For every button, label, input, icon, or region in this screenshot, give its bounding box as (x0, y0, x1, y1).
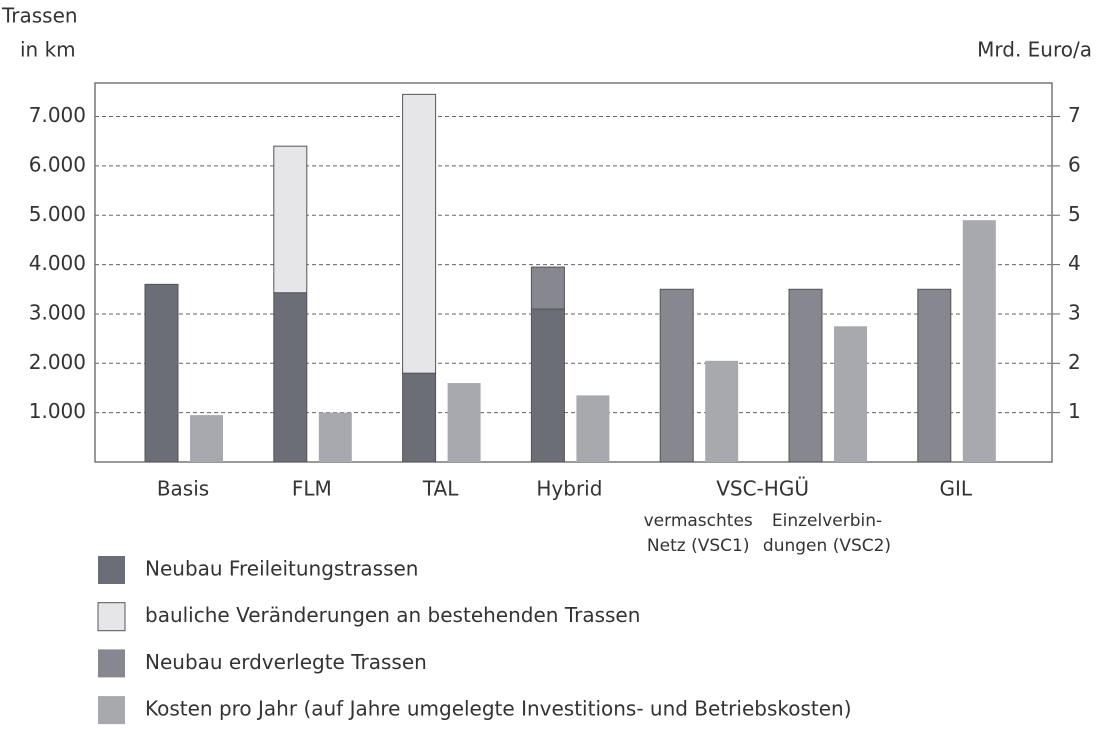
stack-segment (402, 93, 437, 374)
legend-swatch (98, 556, 125, 584)
stack-segment (917, 288, 952, 463)
y-tick-label: 3.000 (29, 300, 86, 324)
x-sub-label: dungen (VSC2) (763, 536, 891, 556)
y2-tick-label: 7 (1068, 103, 1081, 127)
x-tick-label: Hybrid (536, 477, 602, 501)
y2-tick-label: 4 (1068, 251, 1081, 275)
y-tick-label: 4.000 (29, 251, 86, 275)
x-group-label: VSC-HGÜ (716, 477, 809, 501)
y-tick-label: 1.000 (29, 399, 86, 423)
y2-tick-label: 3 (1068, 300, 1081, 324)
cost-bar (190, 415, 223, 462)
x-sub-label: Einzelverbin- (772, 511, 882, 531)
cost-bar (705, 360, 739, 462)
cost-bar (962, 220, 996, 462)
y-tick-label: 5.000 (29, 202, 86, 226)
stack-segment (530, 308, 565, 463)
stack-segment (273, 145, 308, 294)
x-sub-label: Netz (VSC1) (647, 536, 750, 556)
stack-segment (530, 266, 565, 310)
y-axis-label: Trassen (1, 4, 78, 28)
y-axis-label: in km (20, 38, 76, 62)
y2-tick-label: 5 (1068, 202, 1081, 226)
legend-label: Neubau Freileitungstrassen (145, 557, 419, 581)
stack-segment (144, 283, 179, 463)
legend-label: bauliche Veränderungen an bestehenden Tr… (145, 603, 640, 627)
legend-swatch (98, 696, 125, 725)
cost-bar (447, 383, 481, 462)
x-tick-label: Basis (157, 477, 209, 501)
y2-tick-label: 6 (1068, 152, 1081, 176)
legend-swatch (98, 649, 125, 678)
stack-segment (273, 292, 308, 463)
y-tick-label: 7.000 (29, 103, 86, 127)
x-sub-label: vermaschtes (644, 511, 753, 531)
legend-swatch (97, 602, 126, 632)
stack-segment (659, 288, 694, 463)
y-tick-label: 2.000 (29, 350, 86, 374)
plot-area (94, 82, 1053, 463)
x-tick-label: FLM (292, 477, 332, 501)
y2-tick-label: 1 (1068, 399, 1081, 423)
cost-bar (834, 326, 867, 462)
stack-segment (788, 288, 823, 463)
stack-segment (402, 372, 437, 463)
legend-label: Kosten pro Jahr (auf Jahre umgelegte Inv… (145, 697, 852, 721)
legend-label: Neubau erdverlegte Trassen (145, 650, 427, 674)
cost-bar (576, 395, 610, 462)
x-tick-label: GIL (940, 477, 973, 501)
y2-tick-label: 2 (1068, 350, 1081, 374)
cost-bar (318, 412, 352, 462)
x-tick-label: TAL (422, 477, 459, 501)
y-tick-label: 6.000 (29, 152, 86, 176)
y2-axis-label: Mrd. Euro/a (977, 38, 1092, 62)
